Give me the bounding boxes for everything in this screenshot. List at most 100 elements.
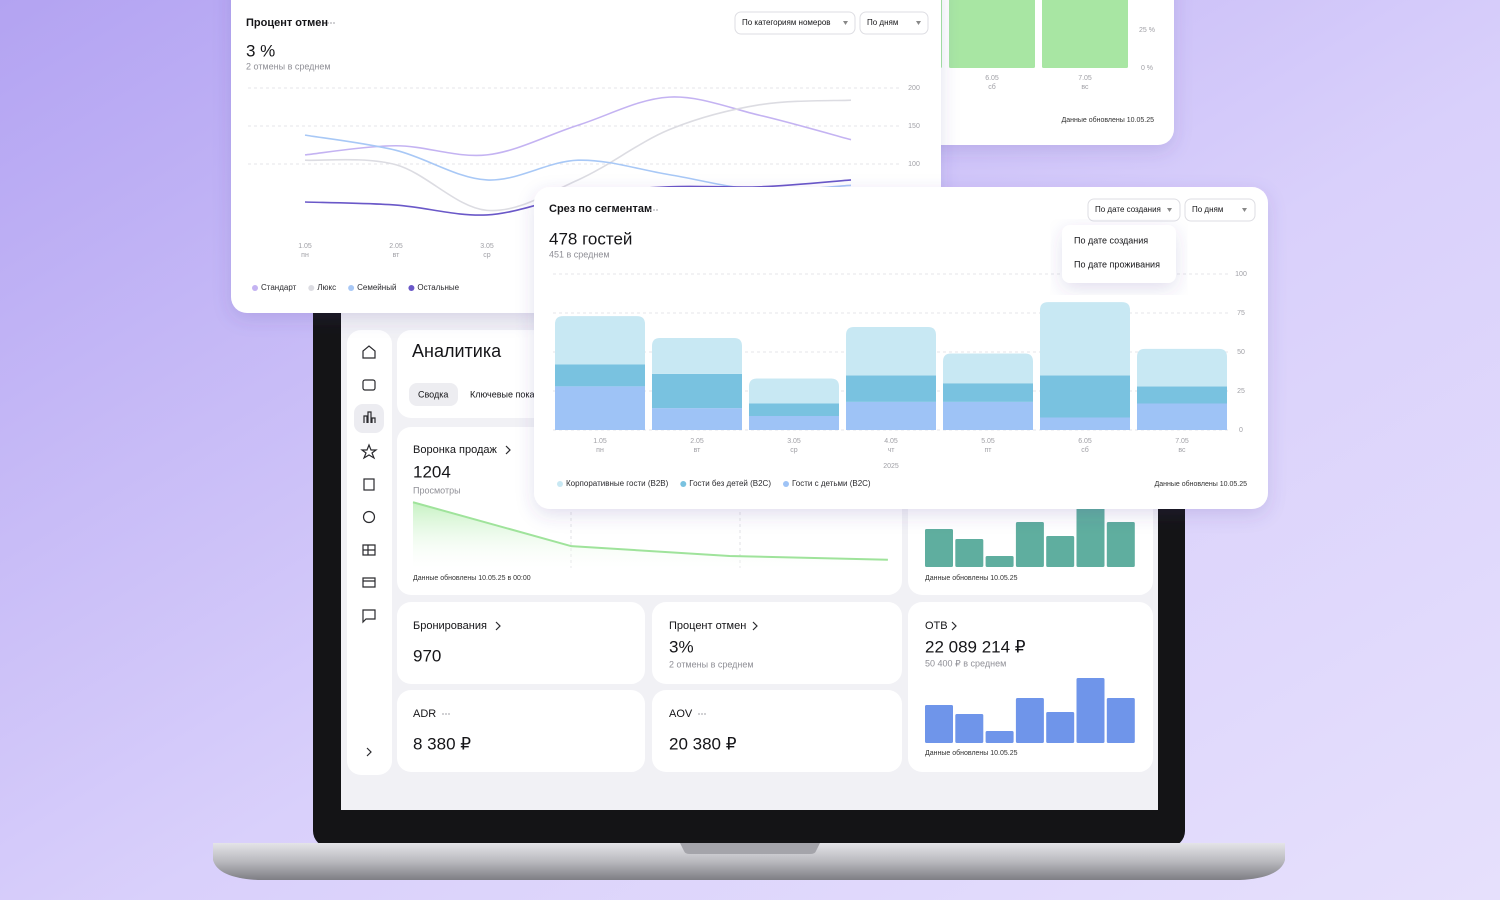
x-tick-label: 3.05 <box>480 243 494 250</box>
bar <box>925 705 953 743</box>
legend-label: Гости с детьми (B2C) <box>792 479 871 488</box>
area-fill <box>413 502 888 568</box>
tab[interactable]: Ключевые показатели <box>470 389 562 399</box>
bar-segment <box>555 386 645 430</box>
icon-analytics[interactable] <box>363 411 376 423</box>
chevron <box>495 621 501 631</box>
bar <box>1046 536 1075 567</box>
legend-label: Гости без детей (B2C) <box>689 479 771 488</box>
aov-card <box>652 690 902 772</box>
panel-value: 3 % <box>246 41 275 60</box>
x-tick-sublabel: пн <box>596 447 604 454</box>
x-tick-sublabel: вс <box>1081 84 1089 91</box>
legend-label: Люкс <box>317 283 336 292</box>
update-note: Данные обновлены 10.05.25 в 00:00 <box>413 574 531 582</box>
select[interactable] <box>734 11 856 35</box>
y-tick-label: 50 <box>1237 349 1245 356</box>
chevron <box>505 445 511 455</box>
select-label[interactable]: По дням <box>1192 205 1223 214</box>
icon-table[interactable] <box>362 544 376 556</box>
legend-label: Семейный <box>357 283 396 292</box>
bar <box>1042 0 1128 68</box>
y-tick-label: 75 <box>1237 310 1245 317</box>
x-tick-sublabel: вт <box>393 252 401 259</box>
icon-calendar[interactable] <box>362 379 376 391</box>
segment-chart: 0 25 50 75 100 1.05 пн 2.05 вт 3.05 ср 4.05 чт 5.05 пт… <box>553 271 1247 488</box>
icon-gauge[interactable] <box>362 510 376 524</box>
more-dots[interactable] <box>698 713 706 715</box>
legend-swatch <box>252 285 258 291</box>
x-tick-label: 7.05 <box>1175 438 1189 445</box>
bar-segment <box>555 316 645 365</box>
tab-active[interactable] <box>409 383 458 406</box>
select-label[interactable]: По категориям номеров <box>742 18 831 27</box>
bar <box>1015 522 1044 567</box>
card-title[interactable]: Воронка продаж <box>413 444 497 456</box>
icon-card[interactable] <box>362 577 376 588</box>
card-title: AOV <box>669 708 693 720</box>
select-arrow <box>1167 208 1172 212</box>
y-tick-label: 150 <box>908 123 920 130</box>
more-dots[interactable] <box>442 713 450 715</box>
more-dots[interactable] <box>327 22 335 24</box>
y-tick-label: 0 <box>1239 427 1243 434</box>
bar-segment <box>555 364 645 387</box>
legend-label: Остальные <box>417 283 459 292</box>
x-tick-label: 6.05 <box>985 75 999 82</box>
panel-value: 478 гостей <box>549 229 632 248</box>
app-title: Аналитика <box>412 341 502 361</box>
card-caption: Просмотры <box>413 485 461 495</box>
menu-option[interactable]: По дате создания <box>1074 235 1148 245</box>
menu-option[interactable]: По дате проживания <box>1074 259 1160 269</box>
x-tick-sublabel: сб <box>988 83 996 91</box>
series-line <box>304 99 852 212</box>
select-label[interactable]: По дням <box>867 18 898 27</box>
legend-swatch <box>783 481 789 487</box>
x-tick-label: 1.05 <box>298 243 312 250</box>
card-caption: 50 400 ₽ в среднем <box>925 658 1006 668</box>
legend-swatch <box>557 481 563 487</box>
icon-expand[interactable] <box>366 747 372 757</box>
select-label[interactable]: По дате создания <box>1095 205 1161 214</box>
panel-caption: 451 в среднем <box>549 249 610 259</box>
panel-title: Процент отмен <box>246 17 328 29</box>
select-arrow <box>916 21 921 25</box>
tab[interactable]: Сводка <box>418 389 448 399</box>
x-tick-sublabel: ср <box>790 447 798 454</box>
select[interactable] <box>1184 198 1256 222</box>
card-value: 22 089 214 ₽ <box>925 637 1026 656</box>
legend-swatch <box>408 285 415 291</box>
icon-chat[interactable] <box>362 609 376 624</box>
card-value: 3% <box>669 637 694 656</box>
card-title[interactable]: ОТВ <box>925 620 948 632</box>
card-value: 970 <box>413 646 441 665</box>
card-title[interactable]: Процент отмен <box>669 620 746 632</box>
icon-building[interactable] <box>363 478 375 491</box>
legend-label: Корпоративные гости (B2B) <box>566 479 669 488</box>
legend-swatch <box>348 285 355 291</box>
icon-star[interactable] <box>360 443 378 460</box>
bar-segment <box>749 415 839 430</box>
bar-segment <box>846 327 936 376</box>
sidebar-icons[interactable] <box>360 345 378 757</box>
x-tick-label: 4.05 <box>884 438 898 445</box>
more-dots[interactable] <box>650 209 658 211</box>
y-tick-label: 25 <box>1237 388 1245 395</box>
sidebar <box>347 330 392 775</box>
bar-segment <box>1137 403 1227 430</box>
update-note: Данные обновлены 10.05.25 <box>1061 116 1154 124</box>
funnel-chart <box>412 501 888 568</box>
icon-home[interactable] <box>362 345 376 359</box>
legend-label: Стандарт <box>261 283 297 292</box>
bar <box>985 556 1014 567</box>
menu <box>1062 225 1176 283</box>
bar <box>955 714 984 743</box>
notch <box>680 843 820 854</box>
card-value: 8 380 ₽ <box>413 734 471 753</box>
bar <box>1046 712 1075 743</box>
select[interactable] <box>1087 198 1181 222</box>
select[interactable] <box>859 11 929 35</box>
card-title[interactable]: Бронирования <box>413 620 487 632</box>
